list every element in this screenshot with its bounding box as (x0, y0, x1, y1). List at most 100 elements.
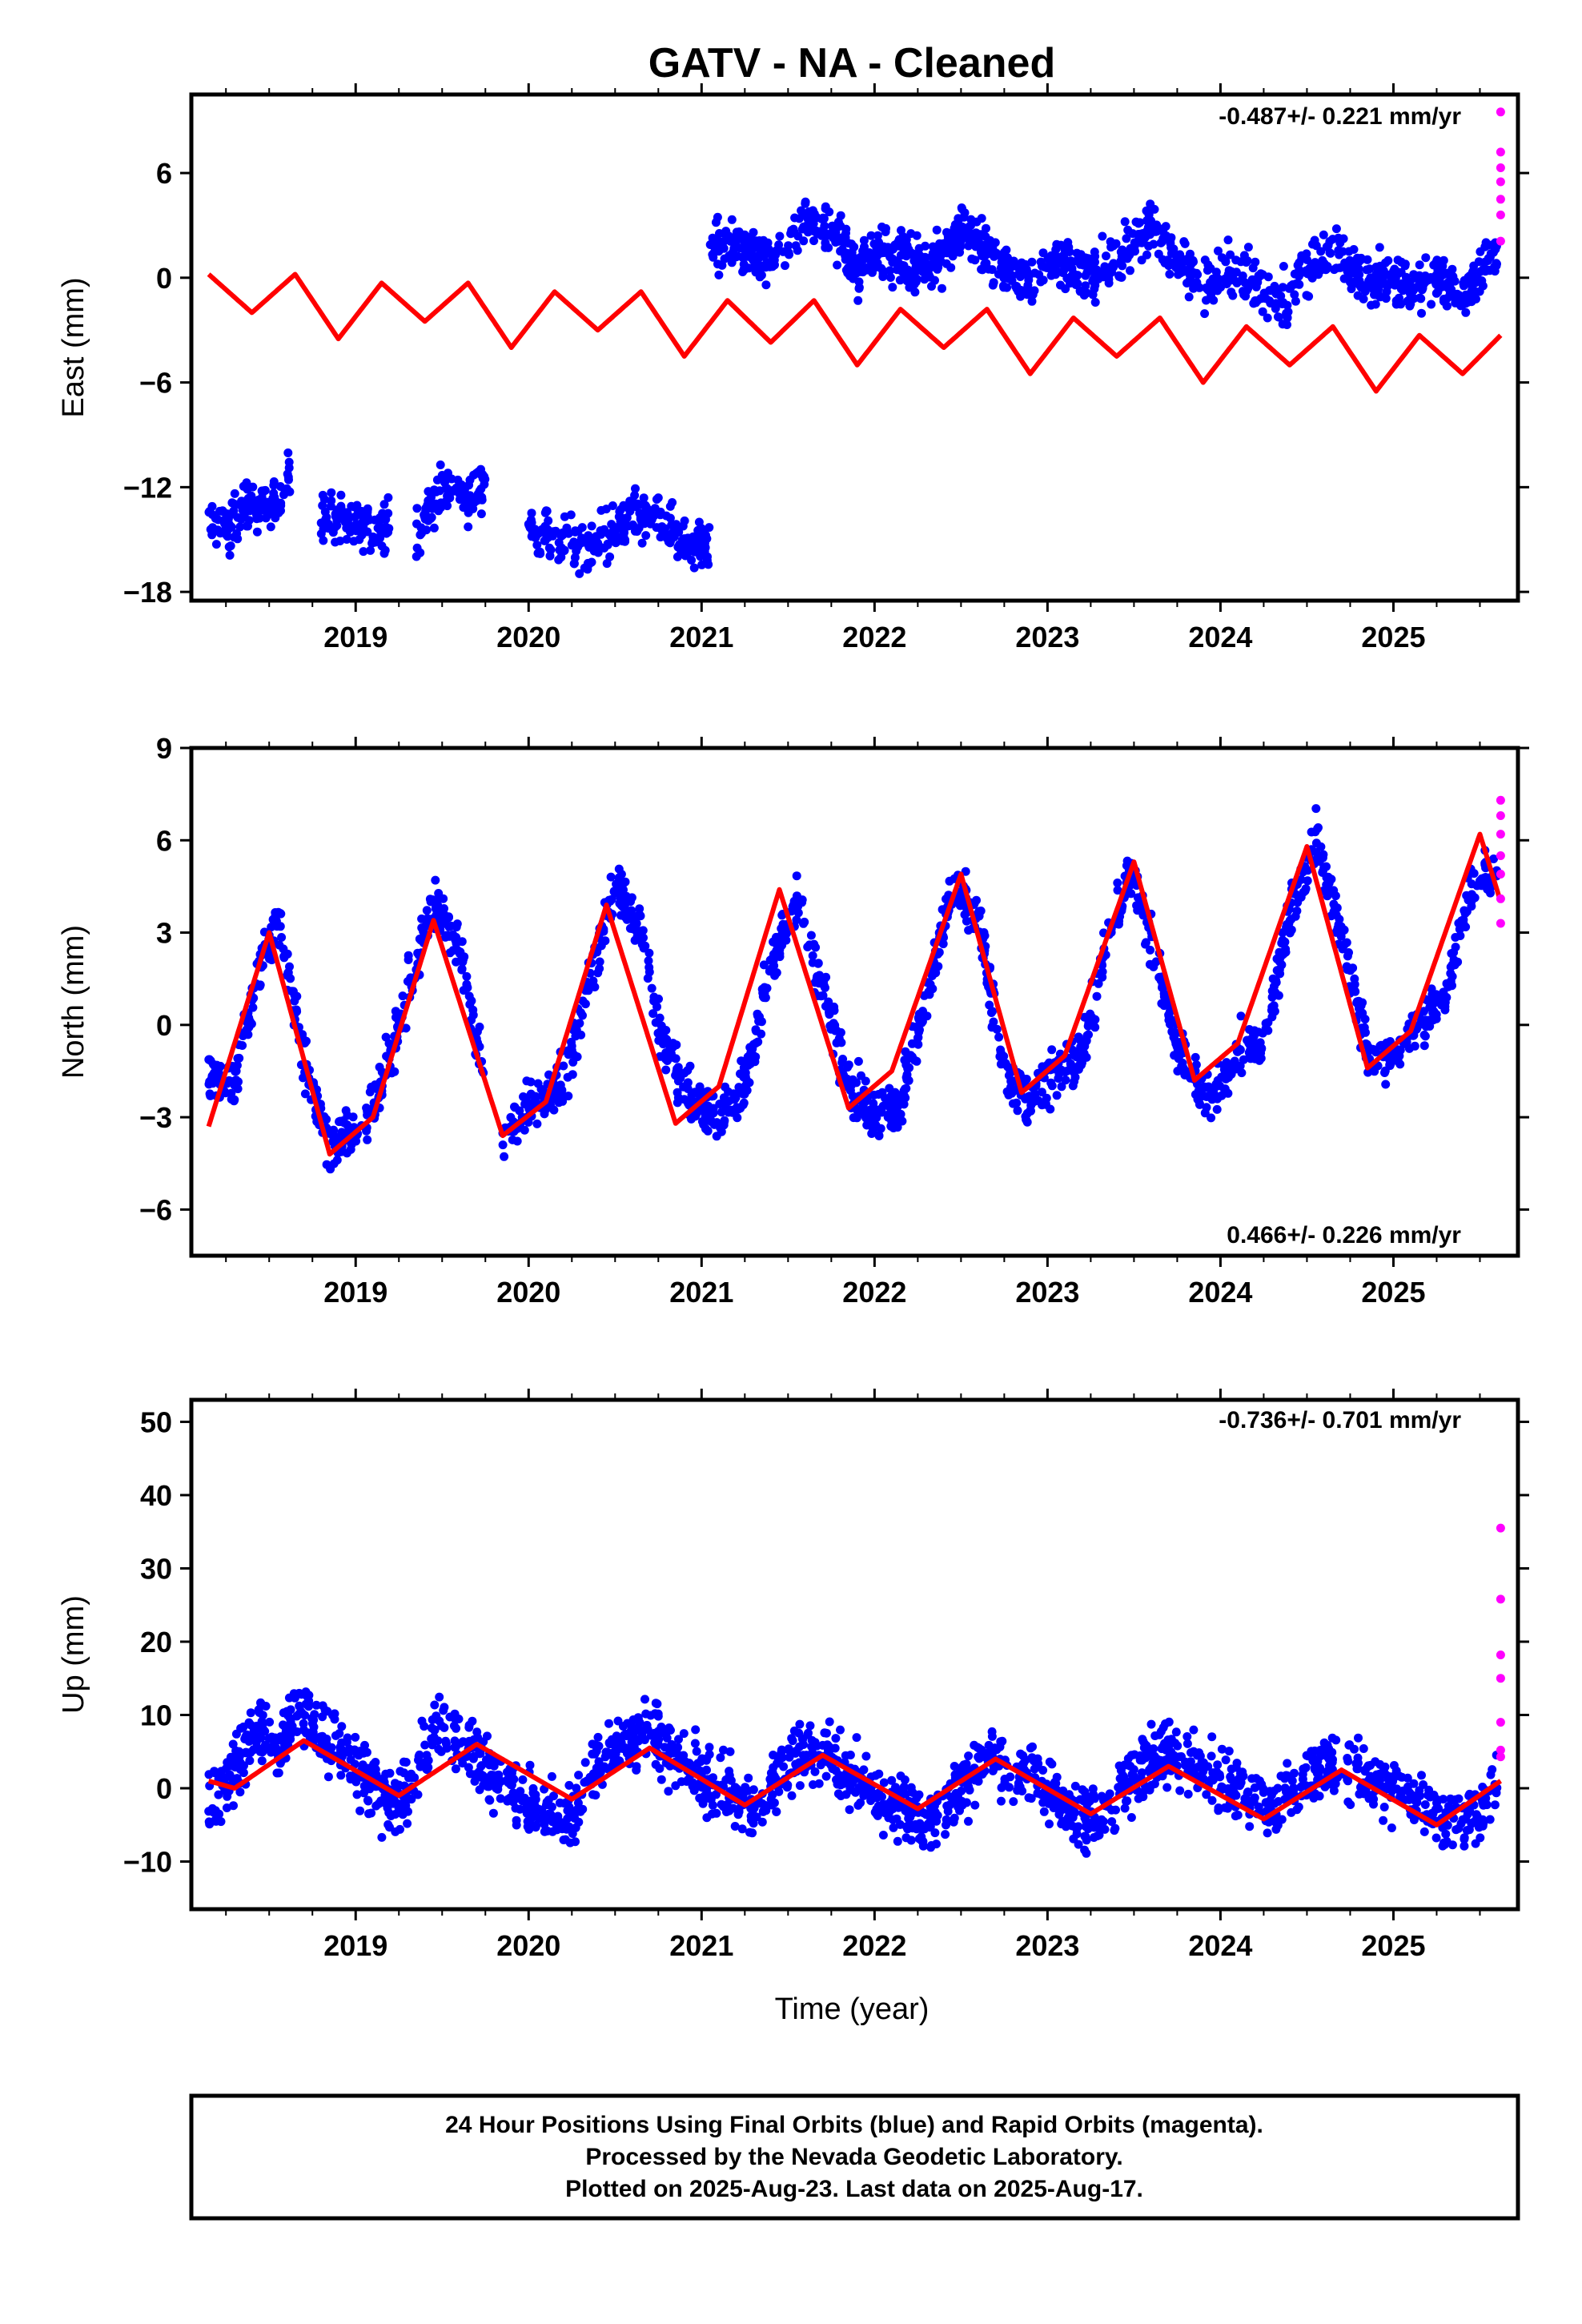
final-orbit-point (1038, 248, 1048, 258)
final-orbit-point (569, 559, 579, 569)
final-orbit-point (267, 923, 276, 932)
final-orbit-point (556, 553, 566, 562)
final-orbit-point (1275, 969, 1285, 979)
final-orbit-point (235, 1053, 244, 1063)
y-tick-label: −10 (123, 1846, 172, 1879)
final-orbit-point (498, 1140, 508, 1150)
final-orbit-point (1022, 264, 1031, 274)
final-orbit-point (999, 283, 1009, 292)
final-orbit-point (700, 532, 709, 541)
final-orbit-point (589, 546, 599, 556)
rapid-orbit-point (1496, 919, 1505, 928)
final-orbit-point (606, 872, 616, 882)
final-orbit-point (821, 972, 831, 982)
final-orbit-point (363, 1135, 372, 1144)
final-orbit-point (283, 448, 293, 457)
final-orbit-point (1221, 257, 1231, 267)
final-orbit-point (821, 1002, 830, 1011)
final-orbit-point (616, 893, 625, 903)
final-orbit-point (1235, 1061, 1245, 1071)
final-orbit-point (1470, 893, 1480, 903)
final-orbit-point (1301, 884, 1311, 894)
final-orbit-point (960, 910, 970, 919)
final-orbit-point (844, 1060, 853, 1070)
final-orbit-point (1167, 1027, 1177, 1036)
final-orbit-point (801, 197, 810, 207)
final-orbit-point (417, 914, 427, 923)
final-orbit-point (548, 531, 557, 541)
final-orbit-point (1223, 235, 1233, 245)
final-orbit-point (366, 545, 375, 555)
final-orbit-point (1016, 292, 1026, 301)
final-orbit-point (1056, 280, 1065, 290)
final-orbit-point (1189, 1725, 1199, 1735)
final-orbit-point (985, 1000, 994, 1010)
final-orbit-point (825, 1010, 834, 1019)
final-orbit-point (705, 240, 715, 249)
final-orbit-point (458, 957, 468, 967)
final-orbit-point (1381, 1080, 1391, 1089)
final-orbit-point (275, 482, 285, 491)
final-orbit-point (1331, 263, 1341, 273)
final-orbit-point (1263, 313, 1272, 323)
x-tick-label: 2021 (669, 1276, 733, 1309)
final-orbit-point (1333, 923, 1343, 933)
final-orbit-point (468, 1005, 478, 1015)
final-orbit-point (1338, 247, 1347, 256)
final-orbit-point (359, 547, 368, 557)
final-orbit-point (320, 507, 330, 517)
final-orbit-point (857, 1071, 865, 1080)
final-orbit-point (1382, 287, 1391, 296)
final-orbit-point (452, 919, 462, 929)
final-orbit-point (225, 550, 235, 560)
final-orbit-point (1082, 288, 1091, 298)
final-orbit-point (391, 1012, 400, 1022)
x-tick-label: 2022 (842, 1276, 906, 1309)
final-orbit-point (805, 1721, 815, 1731)
final-orbit-point (1278, 320, 1287, 329)
x-tick-label: 2024 (1188, 1276, 1252, 1309)
final-orbit-point (1316, 247, 1326, 256)
final-orbit-point (1308, 239, 1317, 249)
final-orbit-point (462, 979, 472, 989)
final-orbit-point (887, 245, 897, 254)
final-orbit-point (1282, 308, 1291, 318)
final-orbit-point (812, 213, 821, 223)
final-orbit-point (905, 267, 915, 277)
final-orbit-point (1391, 274, 1400, 283)
final-orbit-point (234, 1077, 243, 1087)
x-tick-label: 2020 (496, 1276, 560, 1309)
final-orbit-point (1439, 295, 1448, 304)
final-orbit-point (1082, 1036, 1091, 1046)
final-orbit-point (799, 236, 809, 246)
final-orbit-point (865, 255, 874, 263)
final-orbit-point (625, 506, 635, 516)
final-orbit-point (464, 1723, 474, 1732)
final-orbit-point (1447, 292, 1457, 301)
final-orbit-point (1208, 274, 1218, 283)
final-orbit-point (1486, 1770, 1496, 1779)
final-orbit-point (855, 266, 865, 275)
final-orbit-point (288, 987, 298, 996)
final-orbit-point (618, 902, 628, 911)
final-orbit-point (800, 917, 809, 927)
final-orbit-point (1227, 287, 1236, 297)
final-orbit-point (1290, 290, 1299, 300)
final-orbit-point (1030, 286, 1039, 296)
final-orbit-point (211, 540, 221, 549)
final-orbit-point (326, 501, 335, 511)
final-orbit-point (647, 983, 656, 993)
final-orbit-point (205, 507, 215, 516)
final-orbit-point (1253, 296, 1263, 305)
final-orbit-point (593, 1732, 603, 1742)
final-orbit-point (1419, 1041, 1429, 1051)
final-orbit-point (1455, 294, 1464, 304)
final-orbit-point (673, 1076, 683, 1086)
final-orbit-point (758, 991, 768, 1001)
final-orbit-point (351, 1136, 360, 1146)
final-orbit-point (1380, 1068, 1389, 1077)
final-orbit-point (575, 569, 584, 578)
final-orbit-point (677, 538, 687, 548)
final-orbit-point (1202, 296, 1211, 305)
final-orbit-point (370, 515, 379, 525)
